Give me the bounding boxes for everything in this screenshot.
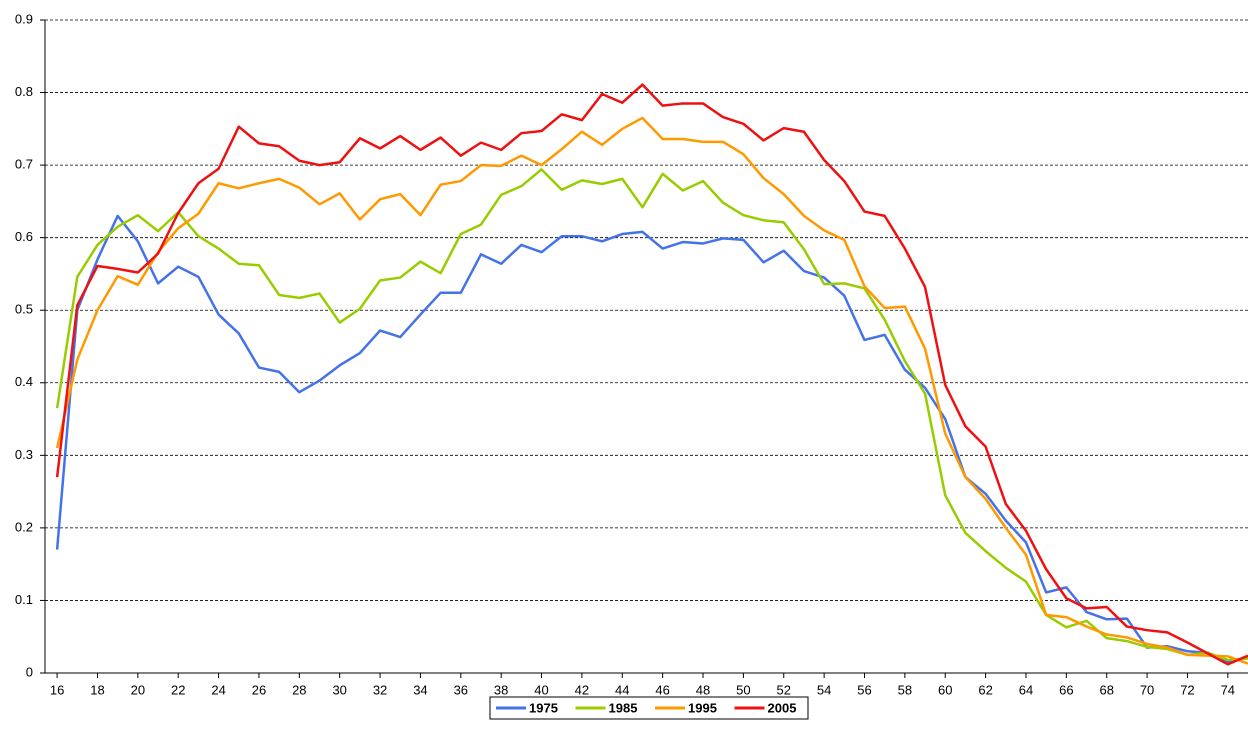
x-tick-label: 26	[252, 682, 266, 697]
x-tick-label: 20	[131, 682, 145, 697]
x-tick-label: 46	[655, 682, 669, 697]
x-tick-label: 68	[1099, 682, 1113, 697]
x-tick-label: 62	[978, 682, 992, 697]
x-tick-label: 50	[736, 682, 750, 697]
y-tick-label: 0.4	[15, 374, 33, 389]
x-tick-label: 56	[857, 682, 871, 697]
y-tick-label: 0.1	[15, 592, 33, 607]
x-tick-label: 48	[696, 682, 710, 697]
x-tick-label: 66	[1059, 682, 1073, 697]
legend-label: 1985	[609, 700, 638, 715]
x-tick-label: 18	[90, 682, 104, 697]
x-tick-label: 36	[454, 682, 468, 697]
x-tick-label: 58	[898, 682, 912, 697]
x-tick-label: 16	[50, 682, 64, 697]
x-tick-label: 54	[817, 682, 831, 697]
y-tick-label: 0.2	[15, 519, 33, 534]
legend-label: 2005	[768, 700, 797, 715]
series-line	[55, 214, 1248, 664]
y-tick-label: 0.9	[15, 11, 33, 26]
x-tick-label: 60	[938, 682, 952, 697]
legend-label: 1995	[688, 700, 717, 715]
series-line	[55, 168, 1248, 662]
legend-box	[489, 696, 809, 720]
x-tick-label: 72	[1180, 682, 1194, 697]
x-tick-label: 42	[575, 682, 589, 697]
x-tick-label: 52	[777, 682, 791, 697]
y-tick-label: 0.7	[15, 157, 33, 172]
x-tick-label: 70	[1140, 682, 1154, 697]
y-tick-label: 0.6	[15, 229, 33, 244]
x-tick-label: 34	[413, 682, 427, 697]
y-tick-label: 0	[26, 664, 33, 679]
x-tick-label: 44	[615, 682, 629, 697]
x-tick-label: 28	[292, 682, 306, 697]
series-line	[55, 116, 1248, 665]
y-tick-label: 0.5	[15, 302, 33, 317]
y-tick-label: 0.3	[15, 447, 33, 462]
x-tick-label: 64	[1019, 682, 1033, 697]
legend-label: 1975	[529, 700, 558, 715]
x-tick-label: 22	[171, 682, 185, 697]
x-tick-label: 32	[373, 682, 387, 697]
x-tick-label: 74	[1221, 682, 1235, 697]
x-tick-label: 30	[332, 682, 346, 697]
x-tick-label: 38	[494, 682, 508, 697]
series-line	[55, 83, 1248, 666]
x-tick-label: 40	[534, 682, 548, 697]
y-tick-label: 0.8	[15, 84, 33, 99]
x-tick-label: 24	[211, 682, 225, 697]
